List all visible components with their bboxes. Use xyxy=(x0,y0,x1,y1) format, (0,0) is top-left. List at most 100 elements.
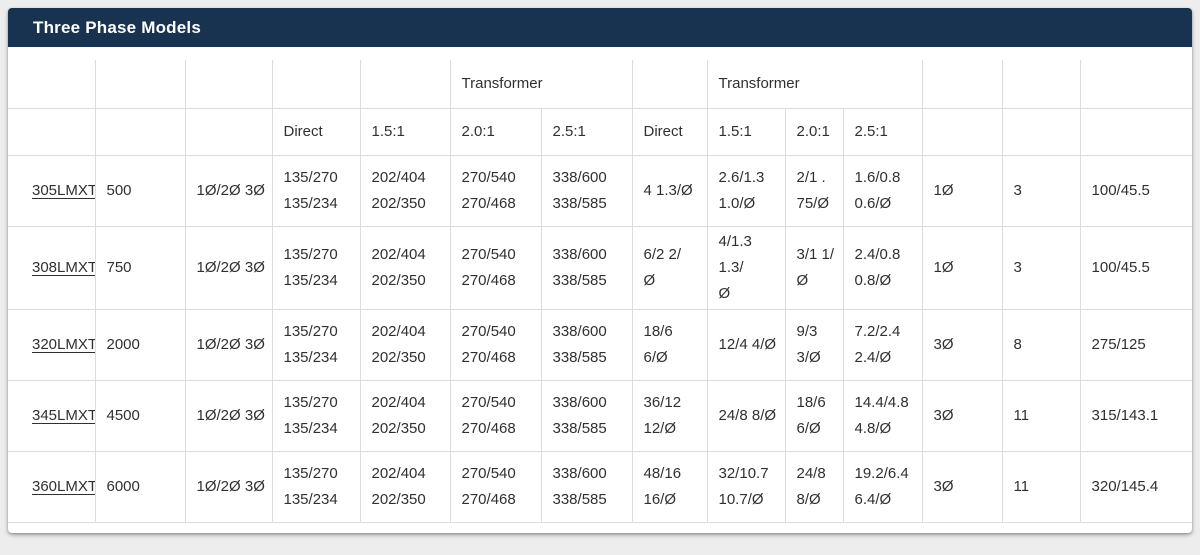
data-cell: 18/6 6/Ø xyxy=(631,309,707,381)
empty-header-cell xyxy=(359,60,450,109)
data-cell: 500 xyxy=(94,155,185,227)
empty-header-cell xyxy=(921,60,1003,109)
table-row: 305LMXT 500 1Ø/2Ø 3Ø 135/270 135/234 202/404… xyxy=(8,155,1192,227)
spec-table: Transformer Transformer Direct 1.5:1 2.0… xyxy=(8,60,1192,523)
data-cell: 2000 xyxy=(94,309,185,381)
data-cell: 18/6 6/Ø xyxy=(784,380,843,452)
data-cell: 1Ø/2Ø 3Ø xyxy=(184,155,272,227)
table-row: 360LMXT 6000 1Ø/2Ø 3Ø 135/270 135/234 202/40… xyxy=(8,451,1192,523)
col-header-ratio-2-0-2: 2.0:1 xyxy=(784,108,843,156)
data-cell: 32/10.7 10.7/Ø xyxy=(706,451,785,523)
data-cell: 9/3 3/Ø xyxy=(784,309,843,381)
data-cell: 135/270 135/234 xyxy=(271,309,360,381)
data-cell: 3 xyxy=(1001,155,1081,227)
panel-card: Three Phase Models Transformer Transform… xyxy=(8,8,1192,533)
data-cell: 270/540 270/468 xyxy=(449,380,541,452)
data-cell: 202/404 202/350 xyxy=(359,226,450,310)
data-cell: 6/2 2/ Ø xyxy=(631,226,707,310)
data-cell: 270/540 270/468 xyxy=(449,226,541,310)
empty-header-cell xyxy=(631,60,707,109)
data-cell: 270/540 270/468 xyxy=(449,155,541,227)
empty-header-cell xyxy=(8,60,95,109)
data-cell: 4 1.3/Ø xyxy=(631,155,707,227)
data-cell: 270/540 270/468 xyxy=(449,451,541,523)
data-cell: 100/45.5 xyxy=(1079,226,1192,310)
model-link[interactable]: 320LMXT xyxy=(32,335,95,353)
data-cell: 202/404 202/350 xyxy=(359,451,450,523)
data-cell: 24/8 8/Ø xyxy=(784,451,843,523)
data-cell: 202/404 202/350 xyxy=(359,380,450,452)
data-cell: 8 xyxy=(1001,309,1081,381)
data-cell: 1.6/0.8 0.6/Ø xyxy=(842,155,923,227)
data-cell: 4500 xyxy=(94,380,185,452)
empty-header-cell xyxy=(271,60,360,109)
data-cell: 275/125 xyxy=(1079,309,1192,381)
data-cell: 2/1 . 75/Ø xyxy=(784,155,843,227)
data-cell: 135/270 135/234 xyxy=(271,226,360,310)
data-cell: 100/45.5 xyxy=(1079,155,1192,227)
model-link[interactable]: 305LMXT xyxy=(32,181,95,199)
data-cell: 3/1 1/ Ø xyxy=(784,226,843,310)
empty-header-cell xyxy=(1079,108,1192,156)
table-row: 308LMXT 750 1Ø/2Ø 3Ø 135/270 135/234 202/404… xyxy=(8,226,1192,310)
data-cell: 1Ø xyxy=(921,226,1003,310)
data-cell: 320/145.4 xyxy=(1079,451,1192,523)
data-cell: 1Ø/2Ø 3Ø xyxy=(184,451,272,523)
empty-header-cell xyxy=(921,108,1003,156)
table-row: 320LMXT 2000 1Ø/2Ø 3Ø 135/270 135/234 202/40… xyxy=(8,309,1192,381)
data-cell: 3Ø xyxy=(921,380,1003,452)
data-cell: 3 xyxy=(1001,226,1081,310)
group-header-transformer-1: Transformer xyxy=(449,60,632,109)
data-cell: 19.2/6.4 6.4/Ø xyxy=(842,451,923,523)
data-cell: 3Ø xyxy=(921,309,1003,381)
model-link[interactable]: 308LMXT xyxy=(32,258,95,276)
empty-header-cell xyxy=(94,60,185,109)
data-cell: 338/600 338/585 xyxy=(540,226,632,310)
empty-header-cell xyxy=(8,108,95,156)
data-cell: 1Ø/2Ø 3Ø xyxy=(184,380,272,452)
group-header-row: Transformer Transformer xyxy=(8,60,1192,109)
sub-header-row: Direct 1.5:1 2.0:1 2.5:1 Direct 1.5:1 2.… xyxy=(8,108,1192,156)
data-cell: 202/404 202/350 xyxy=(359,309,450,381)
model-link[interactable]: 360LMXT xyxy=(32,477,95,495)
page-title: Three Phase Models xyxy=(33,17,201,37)
col-header-ratio-1-5-1: 1.5:1 xyxy=(359,108,450,156)
col-header-ratio-2-5-1: 2.5:1 xyxy=(540,108,632,156)
model-cell: 320LMXT xyxy=(8,309,95,381)
data-cell: 1Ø/2Ø 3Ø xyxy=(184,309,272,381)
data-cell: 4/1.3 1.3/ Ø xyxy=(706,226,785,310)
table-row: 345LMXT 4500 1Ø/2Ø 3Ø 135/270 135/234 202/40… xyxy=(8,380,1192,452)
data-cell: 1Ø xyxy=(921,155,1003,227)
data-cell: 338/600 338/585 xyxy=(540,380,632,452)
data-cell: 11 xyxy=(1001,451,1081,523)
data-cell: 270/540 270/468 xyxy=(449,309,541,381)
col-header-ratio-2-0-1: 2.0:1 xyxy=(449,108,541,156)
data-cell: 135/270 135/234 xyxy=(271,451,360,523)
model-cell: 360LMXT xyxy=(8,451,95,523)
data-cell: 11 xyxy=(1001,380,1081,452)
data-cell: 135/270 135/234 xyxy=(271,155,360,227)
group-header-transformer-2: Transformer xyxy=(706,60,923,109)
data-cell: 750 xyxy=(94,226,185,310)
model-link[interactable]: 345LMXT xyxy=(32,406,95,424)
data-cell: 2.4/0.8 0.8/Ø xyxy=(842,226,923,310)
data-cell: 1Ø/2Ø 3Ø xyxy=(184,226,272,310)
data-cell: 338/600 338/585 xyxy=(540,451,632,523)
data-cell: 6000 xyxy=(94,451,185,523)
col-header-direct-2: Direct xyxy=(631,108,707,156)
model-cell: 345LMXT xyxy=(8,380,95,452)
data-cell: 24/8 8/Ø xyxy=(706,380,785,452)
data-cell: 48/16 16/Ø xyxy=(631,451,707,523)
data-cell: 135/270 135/234 xyxy=(271,380,360,452)
model-cell: 305LMXT xyxy=(8,155,95,227)
empty-header-cell xyxy=(1001,108,1081,156)
data-cell: 12/4 4/Ø xyxy=(706,309,785,381)
col-header-ratio-1-5-2: 1.5:1 xyxy=(706,108,785,156)
col-header-ratio-2-5-2: 2.5:1 xyxy=(842,108,923,156)
empty-header-cell xyxy=(94,108,185,156)
data-cell: 2.6/1.3 1.0/Ø xyxy=(706,155,785,227)
data-cell: 3Ø xyxy=(921,451,1003,523)
data-cell: 338/600 338/585 xyxy=(540,155,632,227)
model-cell: 308LMXT xyxy=(8,226,95,310)
